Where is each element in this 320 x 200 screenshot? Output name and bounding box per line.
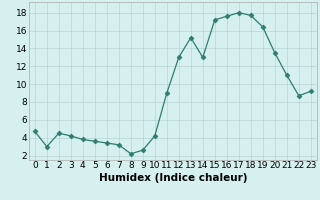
X-axis label: Humidex (Indice chaleur): Humidex (Indice chaleur) [99, 173, 247, 183]
